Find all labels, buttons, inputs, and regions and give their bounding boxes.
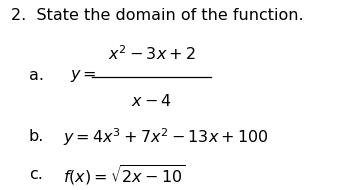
Text: 2.  State the domain of the function.: 2. State the domain of the function. — [11, 8, 304, 23]
Text: $f(x)=\sqrt{2x-10}$: $f(x)=\sqrt{2x-10}$ — [63, 163, 186, 187]
Text: a.: a. — [29, 69, 44, 83]
Text: b.: b. — [29, 129, 44, 144]
Text: $x^2-3x+2$: $x^2-3x+2$ — [108, 44, 195, 63]
Text: $y=4x^3+7x^2-13x+100$: $y=4x^3+7x^2-13x+100$ — [63, 126, 269, 148]
Text: $x-4$: $x-4$ — [131, 93, 172, 109]
Text: $y=$: $y=$ — [70, 68, 97, 84]
Text: c.: c. — [29, 167, 43, 182]
